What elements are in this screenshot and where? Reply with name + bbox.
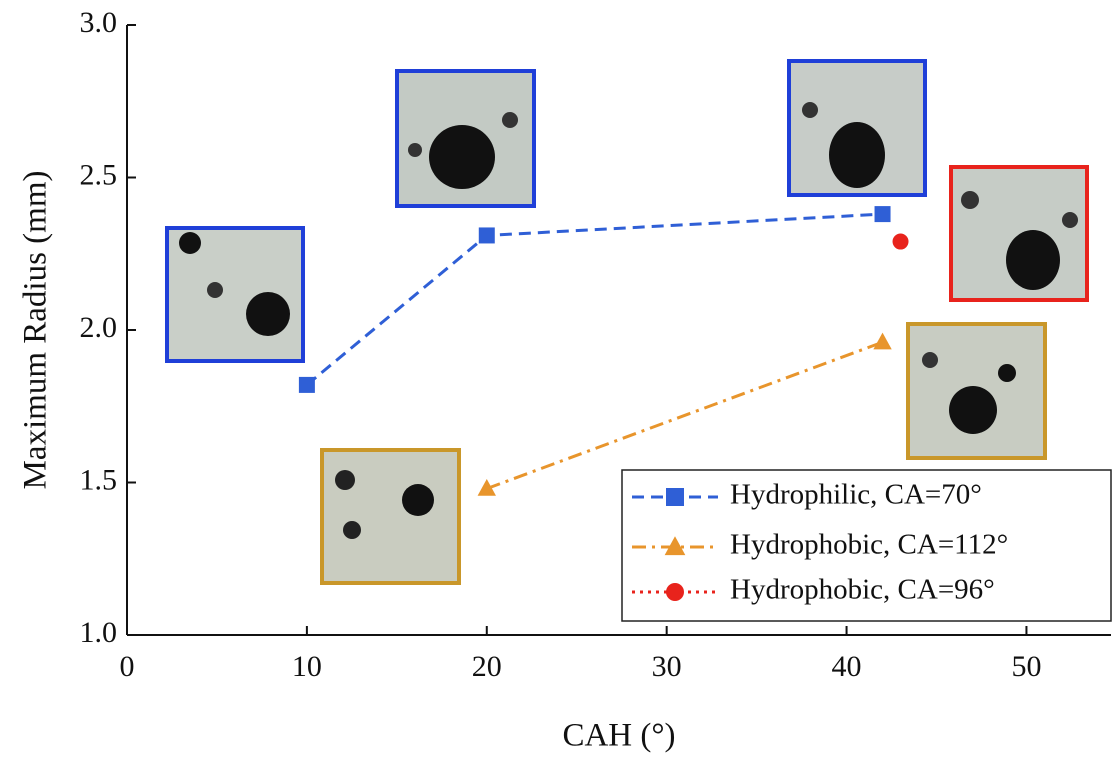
inset-photo [167,228,303,361]
x-tick-label: 30 [652,650,682,683]
legend-marker [666,583,684,601]
chart: CAH (°) Maximum Radius (mm) 0 10 20 30 40 50 1… [0,0,1113,761]
data-point [893,234,909,250]
inset-photo [322,450,459,583]
y-tick-label: 1.5 [80,463,118,496]
x-axis-title: CAH (°) [562,718,675,754]
data-point [299,377,315,393]
data-point [873,333,891,350]
y-axis-title: Maximum Radius (mm) [18,171,54,490]
y-tick-label: 3.0 [80,6,118,39]
legend-marker [666,488,684,506]
x-tick-label: 40 [832,650,862,683]
y-tick-label: 2.5 [80,158,118,191]
x-tick-label: 50 [1011,650,1041,683]
x-tick-label: 20 [472,650,502,683]
y-tick-label: 1.0 [80,616,118,649]
inset-photo [397,71,534,206]
inset-photo [789,61,925,195]
series-line [487,342,883,488]
legend-label: Hydrophobic, CA=96° [730,574,995,606]
data-point [479,227,495,243]
data-point [875,206,891,222]
legend-label: Hydrophilic, CA=70° [730,479,982,511]
inset-photo [908,324,1045,458]
inset-photo [951,167,1087,300]
x-tick-label: 0 [120,650,135,683]
x-tick-label: 10 [292,650,322,683]
legend-label: Hydrophobic, CA=112° [730,529,1008,561]
y-tick-label: 2.0 [80,311,118,344]
series-line [307,214,883,385]
